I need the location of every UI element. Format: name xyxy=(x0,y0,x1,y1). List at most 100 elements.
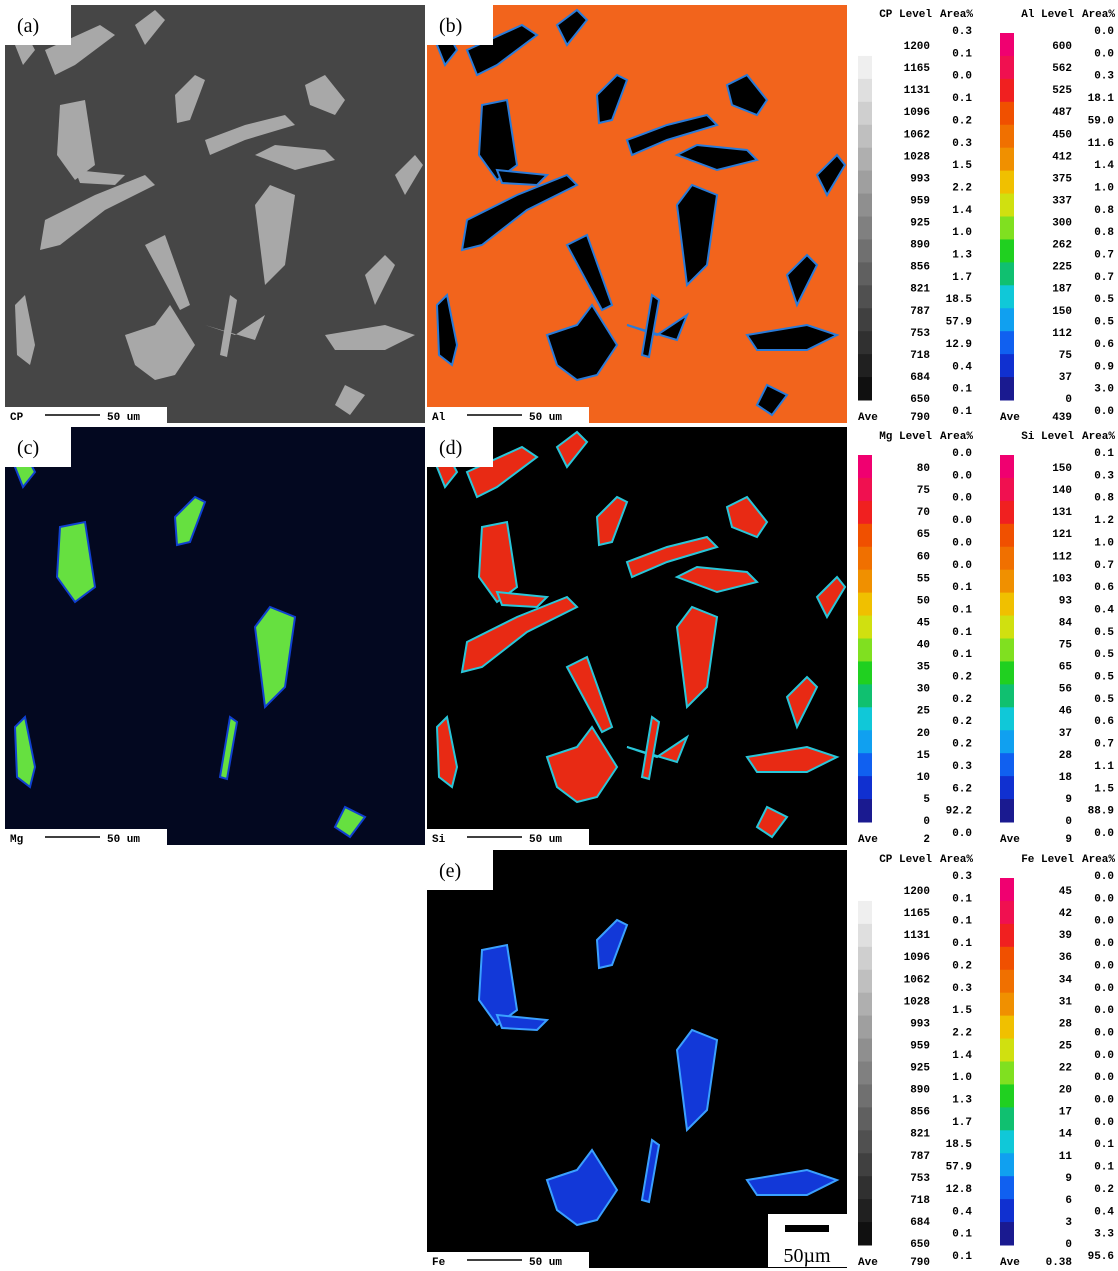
level-value: 140 xyxy=(1052,485,1072,497)
area-value: 0.0 xyxy=(1094,828,1114,840)
area-value: 0.1 xyxy=(952,93,972,105)
colorbar-segment xyxy=(1000,616,1014,639)
level-value: 821 xyxy=(910,284,930,296)
colorbar-title: Al Level xyxy=(1021,9,1074,21)
level-value: 650 xyxy=(910,394,930,406)
level-value: 0 xyxy=(1065,1239,1072,1251)
colorbar-segment xyxy=(858,1016,872,1039)
colorbar-segment xyxy=(1000,148,1014,171)
level-value: 10 xyxy=(917,772,930,784)
colorbar-segment xyxy=(1000,547,1014,570)
level-value: 14 xyxy=(1059,1129,1073,1141)
colorbar-segment xyxy=(1000,478,1014,501)
area-value: 2.2 xyxy=(952,1027,972,1039)
colorbar-segment xyxy=(1000,1176,1014,1199)
panel-label: (d) xyxy=(439,437,462,459)
colorbar-segment xyxy=(1000,308,1014,331)
colorbar-segment xyxy=(858,924,872,947)
level-value: 18 xyxy=(1059,772,1073,784)
scale-text: 50 um xyxy=(529,1257,562,1269)
area-value: 3.0 xyxy=(1094,384,1114,396)
area-value: 1.7 xyxy=(952,1117,972,1129)
colorbar-segment xyxy=(858,455,872,478)
colorbar-segment xyxy=(858,1153,872,1176)
colorbar-segment xyxy=(858,501,872,524)
level-value: 337 xyxy=(1052,195,1072,207)
area-value: 3.3 xyxy=(1094,1229,1114,1241)
colorbar-segment xyxy=(858,547,872,570)
area-value: 0.3 xyxy=(1094,470,1114,482)
area-value: 0.5 xyxy=(1094,294,1114,306)
colorbar-segment xyxy=(1000,1084,1014,1107)
area-value: 0.0 xyxy=(1094,1072,1114,1084)
colorbar-segment xyxy=(858,239,872,262)
colorbar-segment xyxy=(1000,993,1014,1016)
level-value: 84 xyxy=(1059,617,1073,629)
area-value: 59.0 xyxy=(1088,115,1114,127)
area-header: Area% xyxy=(940,9,973,21)
colorbar-segment xyxy=(858,1107,872,1130)
level-value: 1028 xyxy=(904,151,931,163)
colorbar-segment xyxy=(1000,285,1014,308)
colorbar-segment xyxy=(1000,102,1014,125)
colorbar-segment xyxy=(858,730,872,753)
level-value: 787 xyxy=(910,1151,930,1163)
area-value: 18.5 xyxy=(946,1139,973,1151)
area-value: 57.9 xyxy=(946,317,972,329)
colorbar-segment xyxy=(1000,924,1014,947)
area-value: 0.1 xyxy=(952,627,972,639)
colorbar-segment xyxy=(1000,455,1014,478)
level-value: 225 xyxy=(1052,262,1072,274)
colorbar-title: CP Level xyxy=(879,9,932,21)
area-value: 0.5 xyxy=(1094,649,1114,661)
level-value: 150 xyxy=(1052,306,1072,318)
panel-label: (c) xyxy=(17,437,39,459)
map-panel: (e) Fe 50 um xyxy=(427,850,847,1269)
area-value: 0.1 xyxy=(1094,1139,1114,1151)
area-value: 0.8 xyxy=(1094,205,1114,217)
colorbar-segment xyxy=(1000,1130,1014,1153)
colorbar-segment xyxy=(858,901,872,924)
colorbar-segment xyxy=(858,56,872,79)
ave-value: 9 xyxy=(1065,834,1072,846)
area-value: 2.2 xyxy=(952,182,972,194)
area-value: 88.9 xyxy=(1088,806,1114,818)
panel-label: (e) xyxy=(439,860,461,882)
panel-label: (b) xyxy=(439,15,462,37)
level-value: 753 xyxy=(910,328,930,340)
level-value: 684 xyxy=(910,1217,930,1229)
colorbar-title: Mg Level xyxy=(879,431,932,443)
area-value: 0.2 xyxy=(952,960,972,972)
colorbar-segment xyxy=(858,616,872,639)
colorbar-segment xyxy=(858,799,872,822)
element-label: Mg xyxy=(10,834,23,846)
colorbar-segment xyxy=(858,993,872,1016)
area-value: 0.7 xyxy=(1094,250,1114,262)
area-header: Area% xyxy=(1082,854,1115,866)
level-value: 22 xyxy=(1059,1063,1072,1075)
colorbar-segment xyxy=(858,593,872,616)
level-value: 39 xyxy=(1059,930,1072,942)
level-value: 262 xyxy=(1052,240,1072,252)
level-value: 487 xyxy=(1052,107,1072,119)
level-value: 993 xyxy=(910,1018,930,1030)
level-value: 30 xyxy=(917,684,930,696)
area-value: 0.3 xyxy=(952,138,972,150)
level-value: 20 xyxy=(917,728,930,740)
level-value: 80 xyxy=(917,463,930,475)
colorbar-segment xyxy=(1000,684,1014,707)
element-label: Fe xyxy=(432,1257,446,1269)
level-value: 525 xyxy=(1052,85,1072,97)
area-value: 0.1 xyxy=(952,604,972,616)
colorbar-segment xyxy=(858,1084,872,1107)
area-value: 0.2 xyxy=(952,115,972,127)
level-value: 46 xyxy=(1059,706,1072,718)
level-value: 0 xyxy=(1065,816,1072,828)
level-value: 35 xyxy=(917,662,931,674)
area-value: 1.0 xyxy=(1094,182,1114,194)
area-value: 1.0 xyxy=(952,1072,972,1084)
level-value: 36 xyxy=(1059,952,1072,964)
area-value: 0.0 xyxy=(1094,960,1114,972)
level-value: 993 xyxy=(910,173,930,185)
colorbar-segment xyxy=(858,1062,872,1085)
